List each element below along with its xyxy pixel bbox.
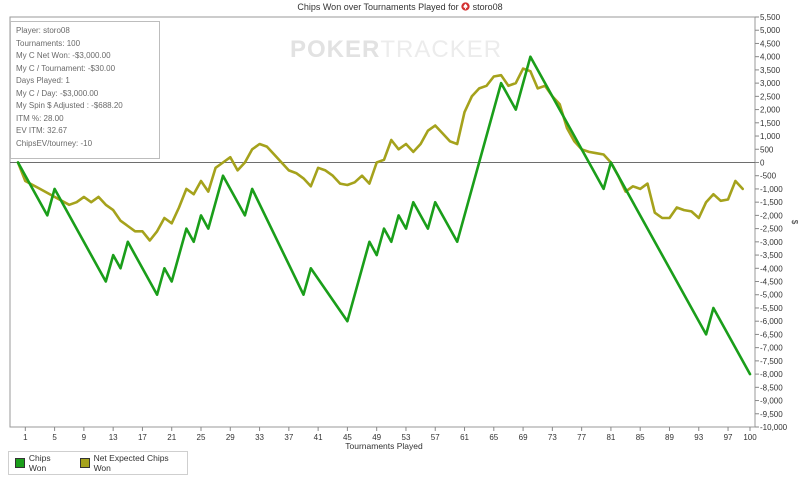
x-tick-label: 89 (665, 433, 674, 442)
y-tick-label: -4,500 (760, 278, 783, 287)
x-tick-label: 13 (109, 433, 118, 442)
x-axis-label: Tournaments Played (345, 441, 423, 451)
series-line-chips-won (16, 55, 752, 376)
stat-line: ChipsEV/tourney: -10 (16, 138, 93, 148)
x-tick-label: 73 (548, 433, 557, 442)
chart-title-text: Chips Won over Tournaments Played for (297, 2, 459, 12)
legend-item-net-expected[interactable]: Net Expected Chips Won (79, 453, 187, 473)
stats-panel: Player: storo08 Tournaments: 100 My C Ne… (10, 21, 160, 159)
legend-item-chips-won[interactable]: Chips Won (15, 453, 70, 473)
watermark-light: TRACKER (380, 36, 503, 63)
stat-line: ITM %: 28.00 (16, 113, 64, 123)
x-tick-label: 1 (23, 433, 28, 442)
x-tick-label: 65 (489, 433, 498, 442)
x-tick-label: 5 (52, 433, 57, 442)
watermark-bold: POKER (290, 36, 381, 63)
stat-line: Tournaments: 100 (16, 38, 81, 48)
x-tick-label: 53 (402, 433, 411, 442)
x-tick-label: 17 (138, 433, 147, 442)
x-tick-label: 69 (519, 433, 528, 442)
y-tick-label: -2,000 (760, 211, 783, 220)
y-tick-label: 2,500 (760, 92, 781, 101)
chart-legend: Chips Won Net Expected Chips Won (8, 451, 188, 475)
y-tick-label: 4,000 (760, 53, 781, 62)
y-tick-label: -9,000 (760, 397, 783, 406)
y-tick-label: 1,500 (760, 119, 781, 128)
watermark-logo: POKERTRACKER (290, 36, 502, 64)
y-tick-label: -1,000 (760, 185, 783, 194)
y-tick-label: -7,500 (760, 357, 783, 366)
x-tick-label: 61 (460, 433, 469, 442)
y-tick-label: 3,500 (760, 66, 781, 75)
x-tick-label: 85 (636, 433, 645, 442)
y-tick-label: -5,000 (760, 291, 783, 300)
stat-line: Days Played: 1 (16, 76, 70, 85)
y-tick-label: -9,500 (760, 410, 783, 419)
y-tick-label: -7,000 (760, 344, 783, 353)
y-tick-label: -6,000 (760, 317, 783, 326)
x-tick-label: 45 (343, 433, 352, 442)
x-tick-label: 97 (724, 433, 733, 442)
x-tick-label: 100 (743, 433, 757, 442)
x-tick-label: 49 (372, 433, 381, 442)
x-tick-label: 93 (694, 433, 703, 442)
legend-swatch (15, 458, 25, 468)
stat-line: My C / Tournament: -$30.00 (16, 63, 116, 73)
y-tick-label: 5,000 (760, 26, 781, 35)
legend-label: Chips Won (28, 453, 51, 473)
y-tick-label: 5,500 (760, 13, 781, 22)
y-tick-label: -3,000 (760, 238, 783, 247)
y-tick-label: -500 (760, 172, 777, 181)
y-tick-label: 1,000 (760, 132, 781, 141)
stat-line: Player: storo08 (16, 26, 70, 35)
x-tick-label: 21 (167, 433, 176, 442)
chart-title: Chips Won over Tournaments Played for st… (0, 2, 800, 12)
y-tick-label: -6,500 (760, 330, 783, 339)
y-tick-label: 3,000 (760, 79, 781, 88)
pokerstars-spade-icon (461, 2, 470, 11)
y-tick-label: -1,500 (760, 198, 783, 207)
stat-line: EV ITM: 32.67 (16, 126, 68, 135)
x-tick-label: 33 (255, 433, 264, 442)
x-tick-label: 37 (284, 433, 293, 442)
chart-title-player: storo08 (472, 2, 503, 12)
y-tick-label: 4,500 (760, 39, 781, 48)
y-axis-label: $ (790, 220, 799, 225)
legend-swatch (79, 458, 90, 468)
x-tick-label: 77 (577, 433, 586, 442)
y-tick-label: -8,000 (760, 370, 783, 379)
y-tick-label: 0 (760, 158, 765, 167)
x-tick-label: 29 (226, 433, 235, 442)
x-tick-label: 41 (314, 433, 323, 442)
y-tick-label: -5,500 (760, 304, 783, 313)
y-tick-label: -2,500 (760, 225, 783, 234)
x-tick-label: 9 (82, 433, 87, 442)
y-tick-label: -10,000 (760, 423, 788, 432)
y-tick-label: 2,000 (760, 106, 781, 115)
y-tick-label: -8,500 (760, 383, 783, 392)
x-tick-label: 57 (431, 433, 440, 442)
x-tick-label: 25 (197, 433, 206, 442)
stat-line: My C Net Won: -$3,000.00 (16, 51, 111, 60)
y-tick-label: 500 (760, 145, 774, 154)
y-tick-label: -4,000 (760, 264, 783, 273)
stat-line: My C / Day: -$3,000.00 (16, 88, 99, 98)
x-tick-label: 81 (606, 433, 615, 442)
stat-line: My Spin $ Adjusted : -$688.20 (16, 101, 123, 110)
y-tick-label: -3,500 (760, 251, 783, 260)
legend-label: Net Expected Chips Won (93, 453, 169, 473)
